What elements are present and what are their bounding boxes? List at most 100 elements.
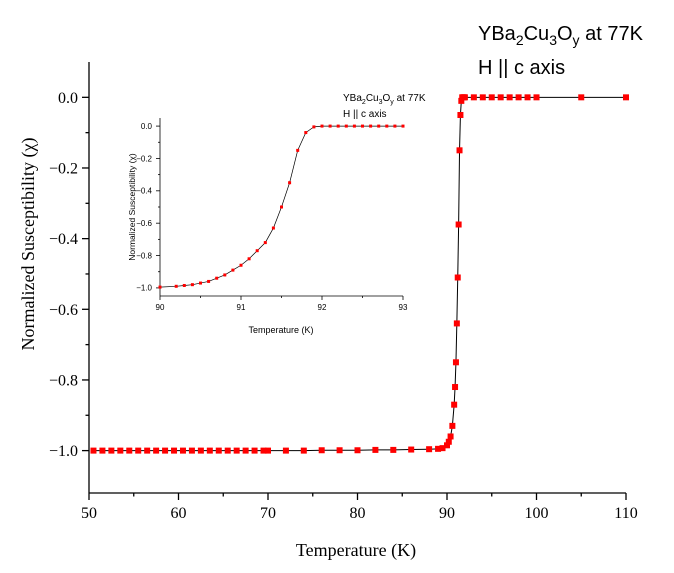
inset-data-point — [393, 124, 397, 128]
main-data-point — [453, 320, 460, 327]
inset-data-point — [377, 124, 381, 128]
main-x-tick-label: 50 — [81, 505, 97, 522]
main-data-point — [90, 447, 97, 454]
main-data-point — [451, 401, 458, 408]
inset-x-tick-label: 91 — [237, 303, 246, 312]
main-data-point — [435, 445, 442, 452]
inset-data-point — [385, 124, 389, 128]
main-data-point — [515, 94, 522, 101]
main-y-tick-label: −0.4 — [49, 231, 78, 248]
main-data-point — [390, 446, 397, 453]
inset-data-point — [231, 268, 235, 272]
inset-data-point — [247, 257, 251, 261]
main-data-point — [444, 442, 450, 449]
main-data-point — [282, 447, 289, 454]
main-data-point — [197, 447, 204, 454]
main-data-point — [179, 447, 186, 454]
main-data-point — [144, 447, 151, 454]
main-data-point — [318, 447, 325, 454]
main-data-point — [497, 94, 504, 101]
inset-data-point — [182, 283, 186, 287]
inset-data-point — [255, 249, 259, 253]
main-data-point — [300, 447, 307, 454]
inset-series — [158, 124, 405, 289]
main-data-point — [336, 447, 343, 454]
main-data-point — [162, 447, 169, 454]
inset-y-tick-label: −0.8 — [136, 251, 152, 260]
main-data-point — [265, 447, 271, 454]
inset-data-point — [190, 283, 194, 287]
main-x-axis-label: Temperature (K) — [296, 540, 416, 561]
main-data-point — [461, 94, 468, 101]
main-data-point — [215, 447, 222, 454]
inset-axes: 90 91 92 93 0.0 −0.2 −0.4 −0.6 −0.8 −1.0 — [136, 118, 408, 312]
main-data-point — [452, 384, 459, 391]
inset-x-tick-label: 93 — [399, 303, 408, 312]
main-data-point — [408, 446, 415, 453]
main-data-point — [456, 147, 463, 154]
main-axes: 50 60 70 80 90 100 110 0.0 −0.2 −0.4 −0.6 −0.8 −1.0 — [49, 62, 638, 522]
inset-x-axis-label: Temperature (K) — [248, 325, 313, 335]
inset-data-point — [401, 124, 405, 128]
main-data-point — [578, 94, 585, 101]
inset-data-point — [207, 279, 211, 283]
inset-data-point — [304, 131, 308, 135]
inset-data-point — [361, 124, 364, 128]
inset-y-tick-label: −0.6 — [136, 219, 152, 228]
main-data-point — [242, 447, 249, 454]
main-y-axis-label: Normalized Susceptibility (χ) — [18, 138, 39, 351]
main-data-point — [623, 94, 629, 101]
inset-x-tick-label: 90 — [156, 303, 165, 312]
main-y-tick-label: −0.2 — [49, 161, 78, 178]
main-data-point — [447, 433, 454, 440]
inset-data-point — [369, 124, 373, 128]
inset-data-point — [215, 276, 219, 280]
inset-data-point — [320, 124, 324, 128]
inset-data-point — [280, 205, 283, 209]
inset-data-point — [271, 226, 275, 230]
main-x-tick-label: 110 — [614, 505, 637, 522]
main-data-point — [372, 446, 379, 453]
inset-data-point — [239, 263, 243, 267]
main-data-point — [354, 447, 361, 454]
main-data-point — [452, 359, 459, 366]
main-annotation-line2: H || c axis — [478, 57, 565, 79]
inset-y-axis-label: Normalized Susceptibility (χ) — [127, 153, 137, 261]
main-data-point — [99, 447, 106, 454]
inset-data-point — [344, 124, 348, 128]
main-data-point — [470, 94, 477, 101]
main-data-point — [260, 447, 267, 454]
main-data-point — [449, 422, 456, 429]
main-data-point — [224, 447, 231, 454]
inset-y-tick-label: −0.2 — [136, 154, 152, 163]
main-x-tick-label: 100 — [525, 505, 549, 522]
main-x-tick-label: 80 — [350, 505, 366, 522]
inset-data-point — [223, 273, 227, 277]
main-data-point — [488, 94, 495, 101]
main-data-point — [457, 111, 464, 118]
main-data-point — [171, 447, 178, 454]
inset-x-tick-label: 92 — [318, 303, 327, 312]
inset-data-point — [263, 241, 267, 245]
main-data-point — [524, 94, 531, 101]
inset-data-point — [336, 124, 340, 128]
main-data-point — [233, 447, 240, 454]
main-data-point — [426, 446, 433, 453]
main-y-tick-label: −1.0 — [49, 443, 78, 460]
main-y-tick-label: −0.6 — [49, 302, 78, 319]
inset-data-point — [174, 284, 178, 288]
inset-y-tick-label: −1.0 — [136, 284, 152, 293]
inset-data-point — [288, 181, 292, 185]
main-series — [90, 94, 629, 454]
main-series-line — [93, 96, 626, 452]
main-x-tick-label: 70 — [260, 505, 276, 522]
main-data-point — [506, 94, 513, 101]
inset-data-point — [199, 281, 202, 285]
main-data-point — [153, 447, 160, 454]
inset-annotation-line1: YBa2Cu3Oy at 77K — [343, 93, 426, 106]
main-data-point — [479, 94, 486, 101]
main-data-point — [108, 447, 115, 454]
inset-data-point — [312, 125, 316, 129]
main-data-point — [117, 447, 124, 454]
